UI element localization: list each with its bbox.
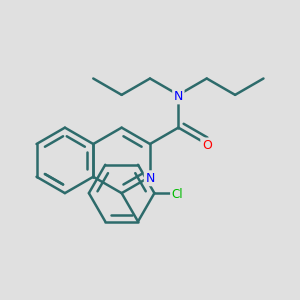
Text: N: N [145,172,155,185]
Text: O: O [202,139,212,152]
Text: Cl: Cl [172,188,183,201]
Text: N: N [174,90,183,103]
